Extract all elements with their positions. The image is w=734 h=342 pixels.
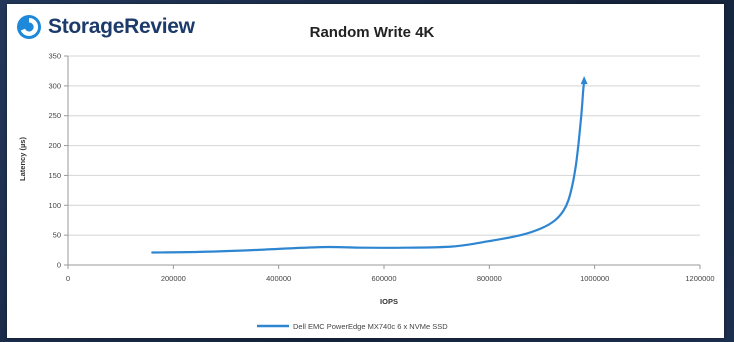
line-chart: Random Write 4K 0 50 100 150 200 250 300 350 0 2… [18,24,715,331]
x-axis: 0 200000 400000 600000 800000 1000000 1200000 [66,265,715,283]
y-tick-label: 300 [48,81,61,90]
x-tick-label: 400000 [266,274,291,283]
y-tick-label: 150 [48,171,61,180]
y-tick-label: 200 [48,141,61,150]
x-tick-label: 0 [66,274,70,283]
y-axis: 0 50 100 150 200 250 300 350 [48,52,68,270]
x-tick-label: 200000 [161,274,186,283]
x-tick-label: 800000 [477,274,502,283]
series-end-arrow-icon [580,76,588,85]
legend-entry: Dell EMC PowerEdge MX740c 6 x NVMe SSD [293,322,448,331]
y-tick-label: 250 [48,111,61,120]
y-tick-label: 350 [48,52,61,61]
y-tick-label: 100 [48,201,61,210]
y-tick-label: 0 [57,261,61,270]
y-tick-label: 50 [53,231,61,240]
series-line [151,80,586,254]
x-tick-label: 1000000 [580,274,609,283]
brand-name: StorageReview [48,15,195,38]
x-tick-label: 1200000 [685,274,714,283]
y-axis-label: Latency (µs) [18,137,27,181]
storagereview-logo-icon [17,15,41,39]
chart-title: Random Write 4K [310,24,435,41]
grid [67,55,700,266]
chart-card: StorageReview Random Write 4K 0 50 100 150 2… [7,4,724,338]
legend: Dell EMC PowerEdge MX740c 6 x NVMe SSD [257,322,448,331]
x-tick-label: 600000 [371,274,396,283]
series-layer [151,76,588,254]
brand: StorageReview [16,13,195,41]
x-axis-label: IOPS [380,297,398,306]
